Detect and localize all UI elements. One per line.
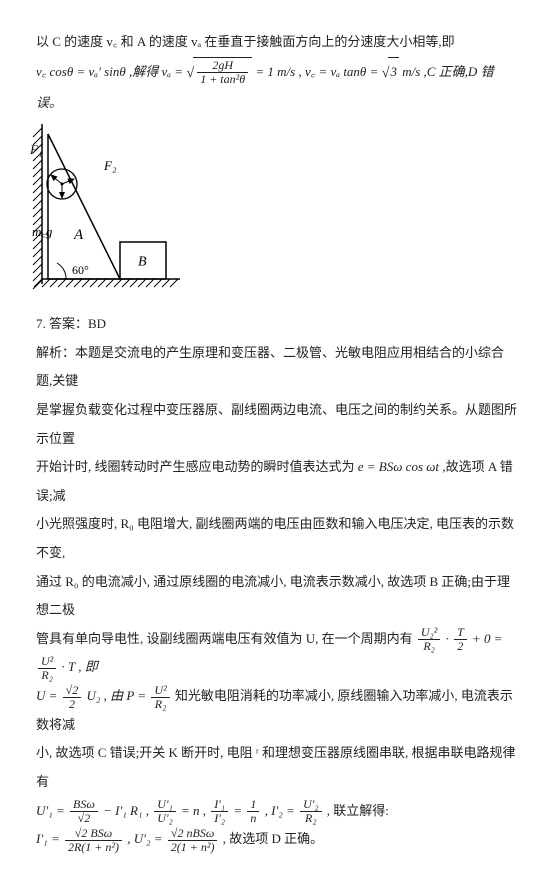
expl-7-pre: U = <box>36 688 61 703</box>
expl-4: 小光照强度时, R₀ 电阻增大, 副线圈两端的电压由匝数和输入电压决定, 电压表… <box>36 510 518 567</box>
expl-2: 是掌握负载变化过程中变压器原、副线圈两边电流、电压之间的制约关系。从题图所示位置 <box>36 396 518 453</box>
q7-label: 7. 答案： <box>36 316 88 331</box>
f10a-num: √2 BSω <box>65 827 122 840</box>
svg-text:F₂: F₂ <box>103 158 117 173</box>
expl-10: I′₁ = √2 BSω2R(1 + n²) , U′₂ = √2 nBSω2(… <box>36 825 518 854</box>
f6b-den: 2 <box>454 639 467 653</box>
f7a-den: 2 <box>63 697 82 711</box>
expl-9-pre: U′₁ = <box>36 803 68 818</box>
f7a-num: √2 <box>63 684 82 697</box>
expl-5: 通过 R₀ 的电流减小, 通过原线圈的电流减小, 电流表示数减小, 故选项 B … <box>36 568 518 625</box>
eq1-mid: = 1 m/s , v꜀ = vₐ tanθ = <box>255 64 381 79</box>
f6c-den: R₂ <box>38 668 56 682</box>
f10b-den: 2(1 + n²) <box>168 840 218 854</box>
f6-end: · T , 即 <box>62 659 98 674</box>
expl-10-pre: I′₁ = <box>36 831 63 846</box>
f6-mid1: · <box>446 631 453 646</box>
expl-9-mid1: − I′₁ R₁ , <box>103 803 152 818</box>
f9a-num: BSω <box>70 798 98 811</box>
eq1-sqrt: 3 <box>388 57 399 87</box>
expl-3-eq: e = BSω cos ωt <box>358 459 439 474</box>
svg-text:60°: 60° <box>72 263 89 277</box>
para-cond: 以 C 的速度 v꜀ 和 A 的速度 vₐ 在垂直于接触面方向上的分速度大小相等… <box>36 28 518 57</box>
eq-vc: v꜀ cosθ = vₐ′ sinθ ,解得 vₐ = √ 2gH1 + tan… <box>36 57 518 118</box>
f9d-den: n <box>247 811 259 825</box>
q7-ans: BD <box>88 316 106 331</box>
expl-7: U = √22 U₂ , 由 P = U²R₂ 知光敏电阻消耗的功率减小, 原线… <box>36 682 518 739</box>
f9e-num: U′₂ <box>300 798 321 811</box>
f9b-num: U′₁ <box>154 798 175 811</box>
diagram-incline: A 60° B F₁ F₂ m꜀g <box>30 124 518 305</box>
svg-text:A: A <box>73 227 84 243</box>
f6a-num: U₂² <box>418 626 440 639</box>
expl-6: 管具有单向导电性, 设副线圈两端电压有效值为 U, 在一个周期内有 U₂²R₂ … <box>36 625 518 682</box>
expl-1: 解析：本题是交流电的产生原理和变压器、二极管、光敏电阻应用相结合的小综合题,关键 <box>36 339 518 396</box>
eq1-den: 1 + tan²θ <box>197 72 248 86</box>
f10a-den: 2R(1 + n²) <box>65 840 122 854</box>
f6-mid2: + 0 = <box>472 631 503 646</box>
expl-3-pre: 开始计时, 线圈转动时产生感应电动势的瞬时值表达式为 <box>36 459 358 474</box>
f6c-num: U² <box>38 655 56 668</box>
expl-9-mid4: , I′₂ = <box>265 803 298 818</box>
svg-text:m꜀g: m꜀g <box>32 224 53 239</box>
expl-3: 开始计时, 线圈转动时产生感应电动势的瞬时值表达式为 e = BSω cos ω… <box>36 453 518 510</box>
expl-8: 小, 故选项 C 错误;开关 K 断开时, 电阻 ʳ 和理想变压器原线圈串联, … <box>36 739 518 796</box>
f9c-den: I′₂ <box>211 811 228 825</box>
expl-10-mid: , U′₂ = <box>127 831 166 846</box>
expl-9: U′₁ = BSω√2 − I′₁ R₁ , U′₁U′₂ = n , I′₁I… <box>36 797 518 826</box>
q7-answer: 7. 答案：BD <box>36 310 518 339</box>
f10b-num: √2 nBSω <box>168 827 218 840</box>
eq1-pre: v꜀ cosθ = vₐ′ sinθ ,解得 vₐ = <box>36 64 186 79</box>
f9c-num: I′₁ <box>211 798 228 811</box>
svg-text:B: B <box>138 254 147 269</box>
eq1-num: 2gH <box>197 59 248 72</box>
f9b-den: U′₂ <box>154 811 175 825</box>
f6b-num: T <box>454 626 467 639</box>
f7b-den: R₂ <box>151 697 169 711</box>
f7b-num: U² <box>151 684 169 697</box>
f9a-den: √2 <box>70 811 98 825</box>
expl-10-end: , 故选项 D 正确。 <box>223 831 323 846</box>
expl-9-end: , 联立解得: <box>327 803 389 818</box>
expl-9-mid3: = <box>233 803 245 818</box>
expl-6-pre: 管具有单向导电性, 设副线圈两端电压有效值为 U, 在一个周期内有 <box>36 631 416 646</box>
f9e-den: R₂ <box>300 811 321 825</box>
svg-text:F₁: F₁ <box>30 142 42 157</box>
f6a-den: R₂ <box>418 639 440 653</box>
expl-7-mid1: U₂ , 由 P = <box>87 688 150 703</box>
expl-9-mid2: = n , <box>181 803 209 818</box>
f9d-num: 1 <box>247 798 259 811</box>
